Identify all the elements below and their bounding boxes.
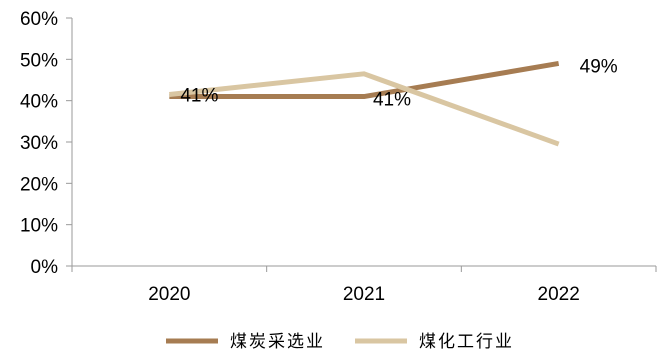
y-tick-label: 60% (20, 9, 58, 30)
data-label: 41% (373, 90, 411, 111)
x-tick-label: 2021 (343, 284, 385, 305)
y-tick-label: 40% (20, 92, 58, 113)
data-label: 49% (580, 56, 618, 77)
series-line-1 (169, 61, 560, 100)
y-axis: 0% 10% 20% 30% 40% 50% 60% (20, 9, 73, 278)
y-tick-label: 20% (20, 174, 58, 195)
data-label-layer: 41% 41% 49% (180, 56, 617, 110)
x-tick-label: 2020 (148, 284, 190, 305)
x-axis: 2020 2021 2022 (71, 265, 657, 305)
series-line-2 (169, 71, 560, 147)
legend-label-1: 煤炭采选业 (230, 332, 325, 352)
legend-label-2: 煤化工行业 (419, 332, 514, 352)
y-tick-label: 0% (31, 257, 59, 278)
y-tick-label: 30% (20, 133, 58, 154)
y-tick-label: 10% (20, 216, 58, 237)
data-label: 41% (180, 86, 218, 107)
x-tick-label: 2022 (538, 284, 580, 305)
legend: 煤炭采选业 煤化工行业 (166, 332, 514, 352)
series-layer (169, 61, 560, 147)
y-tick-label: 50% (20, 50, 58, 71)
